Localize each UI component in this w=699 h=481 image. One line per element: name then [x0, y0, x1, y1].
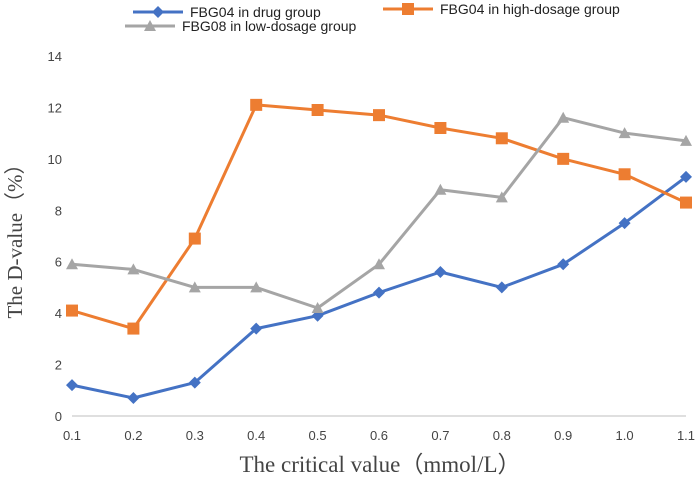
data-point-triangle: [618, 127, 631, 139]
y-tick-label: 2: [55, 358, 62, 373]
x-tick-label: 0.1: [63, 428, 81, 443]
x-tick-label: 0.7: [431, 428, 449, 443]
y-tick-label: 14: [48, 49, 62, 64]
y-tick-label: 10: [48, 152, 62, 167]
x-tick-label: 0.8: [493, 428, 511, 443]
legend-label-high-dosage-group: FBG04 in high-dosage group: [440, 1, 620, 17]
data-point-triangle: [66, 258, 78, 270]
y-tick-labels: 0 2 4 6 8 10 12 14: [48, 49, 62, 424]
data-point-triangle: [188, 281, 201, 293]
y-tick-label: 0: [55, 409, 62, 424]
data-point-triangle: [250, 281, 263, 293]
data-point-triangle: [127, 263, 140, 275]
y-tick-label: 12: [48, 100, 62, 115]
y-tick-label: 8: [55, 203, 62, 218]
data-point-square: [66, 304, 78, 317]
legend-item-low-dosage-group: FBG08 in low-dosage group: [125, 18, 357, 34]
x-tick-label: 0.4: [247, 428, 265, 443]
legend-item-high-dosage-group: FBG04 in high-dosage group: [383, 1, 620, 17]
x-tick-label: 0.3: [186, 428, 204, 443]
data-point-square: [557, 152, 570, 165]
y-axis-title: The D-value（%）: [3, 153, 27, 318]
data-point-square: [434, 122, 447, 134]
data-point-square: [495, 132, 508, 145]
data-point-diamond: [188, 376, 201, 389]
data-point-square: [373, 109, 385, 122]
data-point-triangle: [680, 134, 692, 146]
y-tick-label: 6: [55, 255, 62, 270]
series-line: [71, 116, 687, 310]
data-point-diamond: [250, 322, 263, 335]
data-point-square: [188, 232, 201, 245]
data-point-diamond: [618, 217, 631, 230]
x-tick-label: 0.2: [124, 428, 142, 443]
data-point-triangle: [434, 183, 447, 195]
data-point-diamond: [680, 170, 692, 183]
legend: FBG04 in drug group FBG04 in high-dosage…: [125, 1, 620, 34]
x-tick-labels: 0.1 0.2 0.3 0.4 0.5 0.6 0.7 0.8 0.9 1.0 1.1: [63, 428, 695, 443]
data-point-triangle: [311, 302, 324, 313]
x-tick-label: 0.9: [554, 428, 572, 443]
data-point-diamond: [66, 379, 78, 392]
data-point-square: [127, 322, 140, 335]
data-point-diamond: [373, 286, 385, 299]
x-tick-label: 1.0: [616, 428, 634, 443]
data-point-triangle: [495, 191, 508, 203]
data-point-diamond: [434, 266, 447, 278]
data-point-square: [618, 168, 631, 181]
y-tick-label: 4: [55, 306, 62, 321]
data-point-square: [680, 196, 692, 209]
legend-marker-low-dosage-group: [144, 20, 156, 31]
x-tick-label: 0.5: [309, 428, 327, 443]
data-point-square: [311, 104, 324, 116]
data-point-square: [250, 98, 263, 111]
data-point-diamond: [495, 281, 508, 294]
x-axis-title: The critical value（mmol/L）: [239, 452, 520, 477]
legend-marker-high-dosage-group: [402, 3, 414, 15]
data-point-triangle: [373, 258, 385, 270]
legend-item-drug-group: FBG04 in drug group: [133, 4, 321, 20]
data-point-diamond: [127, 392, 140, 404]
series-layer: [66, 98, 692, 404]
data-point-diamond: [557, 258, 570, 271]
x-tick-label: 0.6: [370, 428, 388, 443]
x-tick-label: 1.1: [677, 428, 695, 443]
legend-label-low-dosage-group: FBG08 in low-dosage group: [182, 18, 357, 34]
data-point-triangle: [557, 111, 570, 123]
legend-label-drug-group: FBG04 in drug group: [190, 4, 321, 20]
legend-marker-drug-group: [152, 6, 164, 18]
